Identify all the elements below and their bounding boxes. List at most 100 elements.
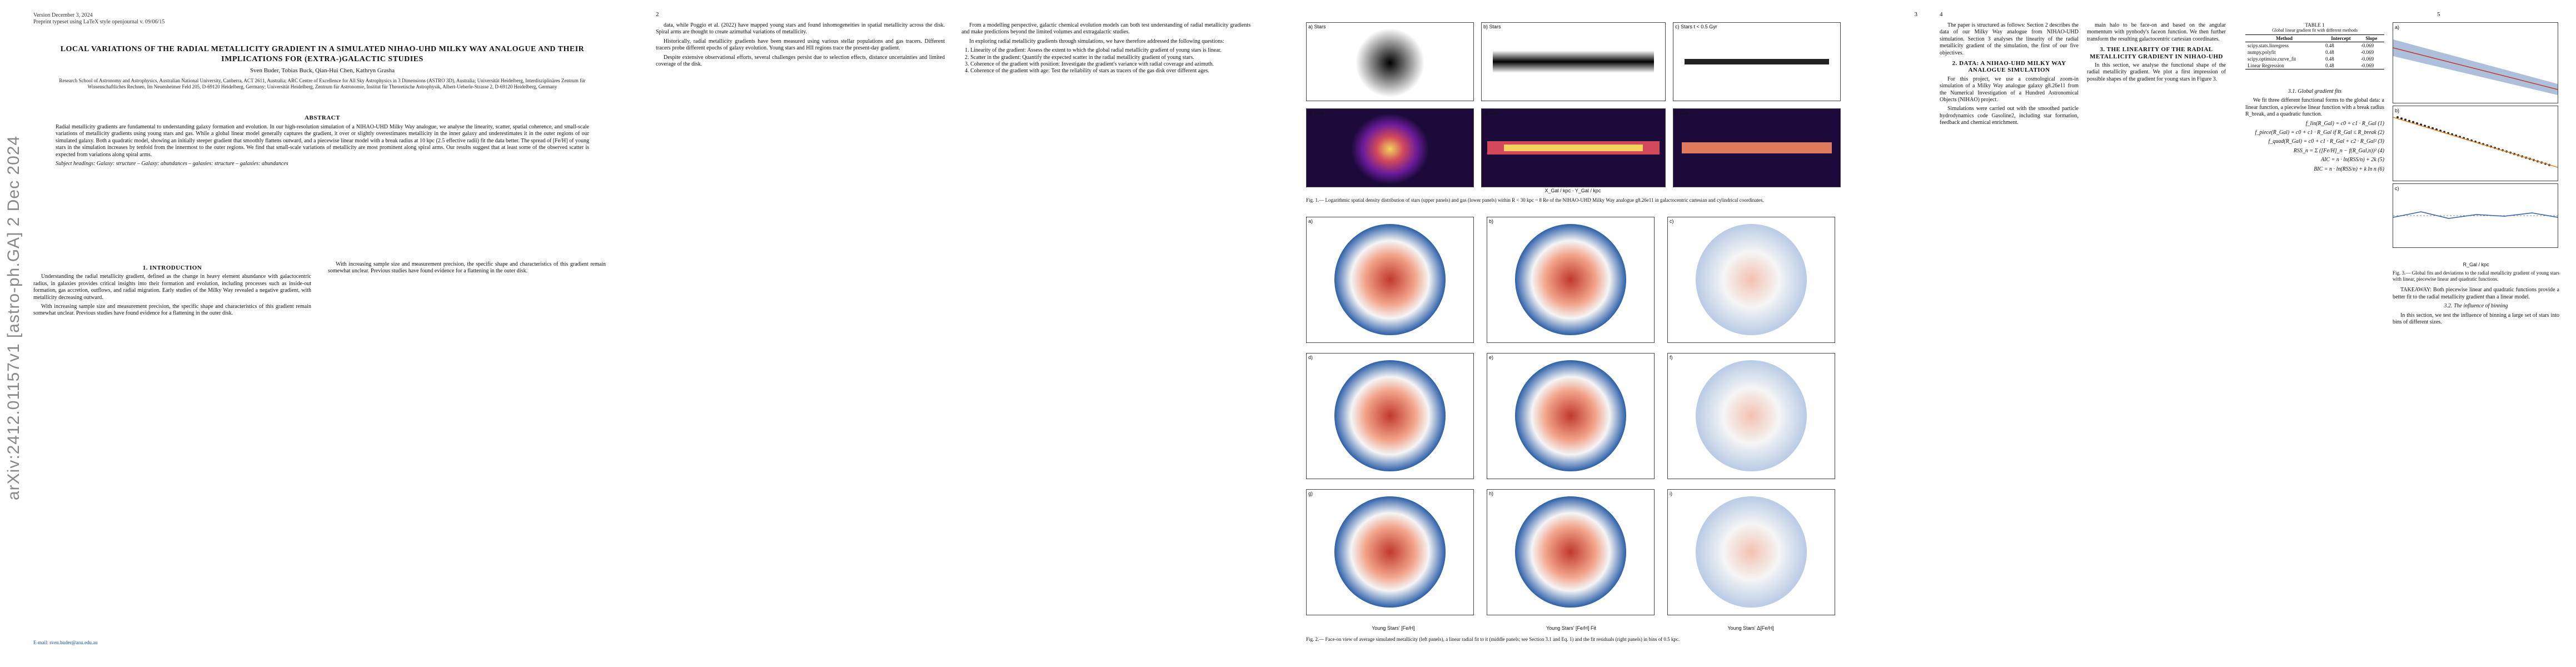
paper-title: LOCAL VARIATIONS OF THE RADIAL METALLICI… <box>60 45 585 63</box>
p4-paragraph-3: Simulations were carried out with the sm… <box>1940 106 2079 126</box>
fig1-panel-d: d) Gas <box>1306 108 1474 187</box>
intro-column-2: With increasing sample size and measurem… <box>328 261 606 277</box>
p4-paragraph-2: For this project, we use a cosmological … <box>1940 76 2079 103</box>
abstract-block: ABSTRACT Radial metallicity gradients ar… <box>56 111 589 168</box>
fig1-axis-labels: X_Gal / kpc · Y_Gal / kpc <box>1544 188 1601 193</box>
fig2-panel: b) <box>1487 217 1655 343</box>
section-3-2-heading: 3.2. The influence of binning <box>2444 303 2508 310</box>
table-row: numpy.polyfit 0.48 -0.069 <box>2245 49 2384 56</box>
colorbar-label: Young Stars' Δ[Fe/H] <box>1727 625 1774 631</box>
figure-3: a) b) c) <box>2393 22 2559 261</box>
section-3-heading: 3. THE LINEARITY OF THE RADIAL METALLICI… <box>2090 46 2223 60</box>
fig1-panel-b: b) Stars <box>1481 22 1666 101</box>
colorbar-label: Young Stars' [Fe/H] Fit <box>1546 625 1596 631</box>
fig1-panel-c: c) Stars t < 0.5 Gyr <box>1673 22 1841 101</box>
p2-paragraph-4: From a modelling perspective, galactic c… <box>961 22 1250 36</box>
p4-paragraph-4: main halo to be face-on and based on the… <box>2087 22 2226 42</box>
table-row: Linear Regression 0.48 -0.069 <box>2245 62 2384 69</box>
p5-paragraph-1: We fit three different functional forms … <box>2245 97 2384 118</box>
intro-heading: 1. INTRODUCTION <box>142 265 202 271</box>
fig2-panel: d) <box>1306 353 1474 479</box>
intro-cont-1: With increasing sample size and measurem… <box>328 261 606 275</box>
page4-column-1: The paper is structured as follows: Sect… <box>1940 22 2079 129</box>
equation-2: f_piece(R_Gal) = c0 + c1 · R_Gal if R_Ga… <box>2255 130 2384 136</box>
fig2-panel: i) <box>1667 489 1835 615</box>
takeaway-paragraph: TAKEAWAY: Both piecewise linear and quad… <box>2393 287 2559 300</box>
email-link[interactable]: E-mail: sven.buder@anu.edu.au <box>33 640 98 645</box>
page-number: 5 <box>2437 11 2440 18</box>
fig2-panel: g) <box>1306 489 1474 615</box>
p4-paragraph-5: In this section, we analyse the function… <box>2087 62 2226 82</box>
page-number: 4 <box>1940 11 1943 18</box>
fig3-axis-label: R_Gal / kpc <box>2463 262 2489 267</box>
page4-column-2: main halo to be face-on and based on the… <box>2087 22 2226 85</box>
equation-3: f_quad(R_Gal) = c0 + c1 · R_Gal + c2 · R… <box>2268 138 2384 145</box>
equation-1: f_lin(R_Gal) = c0 + c1 · R_Gal (1) <box>2305 120 2384 127</box>
fig3-panel: c) <box>2393 183 2558 248</box>
table-caption: Global linear gradient fit with differen… <box>2271 28 2358 33</box>
fig2-panel: e) <box>1487 353 1655 479</box>
objective-item: Coherence of the gradient with position:… <box>970 61 1250 68</box>
page5-column-1: 3.1. Global gradient fits We fit three d… <box>2245 86 2384 175</box>
objective-item: Scatter in the gradient: Quantify the ex… <box>970 54 1250 61</box>
table-cell: Linear Regression <box>2248 63 2284 68</box>
table-cell: -0.069 <box>2360 63 2374 68</box>
table-row: scipy.stats.linregress 0.48 -0.069 <box>2245 42 2384 49</box>
p2-paragraph-3: Despite extensive observational efforts,… <box>656 54 945 68</box>
p2-paragraph-5: In exploring radial metallicity gradient… <box>969 38 1224 44</box>
footnote: E-mail: sven.buder@anu.edu.au <box>33 639 311 646</box>
table-cell: 0.48 <box>2325 63 2334 68</box>
objective-item: Linearity of the gradient: Assess the ex… <box>970 47 1250 54</box>
subject-headings: Subject headings: Galaxy: structure – Ga… <box>56 161 288 167</box>
equation-6: BIC = n · ln(RSS/n) + k ln n (6) <box>2314 166 2384 172</box>
fig3-caption: Fig. 3.— Global fits and deviations to t… <box>2393 270 2559 282</box>
p2-paragraph-1: data, while Poggio et al. (2022) have ma… <box>656 22 945 36</box>
table-header: Slope <box>2365 36 2378 41</box>
version-line: Version December 3, 2024 <box>33 12 93 18</box>
table-title: TABLE 1 <box>2305 22 2325 28</box>
table-header: Intercept <box>2331 36 2351 41</box>
fig2-colorbar-labels: Young Stars' [Fe/H] Young Stars' [Fe/H] … <box>1306 625 1840 631</box>
objectives-list: Linearity of the gradient: Assess the ex… <box>970 47 1250 75</box>
preprint-header: Version December 3, 2024 Preprint typese… <box>33 12 165 26</box>
intro-paragraph-1: Understanding the radial metallicity gra… <box>33 273 311 301</box>
table-cell: -0.069 <box>2360 56 2374 62</box>
fig3-panel: b) <box>2393 106 2558 181</box>
section-2-heading: 2. DATA: A NIHAO-UHD MILKY WAY ANALOGUE … <box>1952 60 2066 74</box>
page2-column-2: From a modelling perspective, galactic c… <box>961 22 1250 75</box>
author-list: Sven Buder, Tobias Buck, Qian-Hui Chen, … <box>250 67 395 74</box>
abstract-heading: ABSTRACT <box>305 115 340 121</box>
arxiv-stamp: arXiv:2412.01157v1 [astro-ph.GA] 2 Dec 2… <box>4 135 23 500</box>
colorbar-label: Young Stars' [Fe/H] <box>1372 625 1415 631</box>
preprint-line: Preprint typeset using LaTeX style openj… <box>33 19 165 25</box>
p5-paragraph-2: In this section, we test the influence o… <box>2393 312 2559 326</box>
page-3: 3 a) Stars b) Stars c) Stars t < 0.5 Gyr… <box>1289 0 1929 667</box>
table-1: TABLE 1 Global linear gradient fit with … <box>2245 22 2384 69</box>
fig1-panel-a: a) Stars <box>1306 22 1474 101</box>
p4-paragraph-1: The paper is structured as follows: Sect… <box>1940 22 2079 56</box>
table-row: scipy.optimize.curve_fit 0.48 -0.069 <box>2245 56 2384 62</box>
p2-paragraph-2: Historically, radial metallicity gradien… <box>656 38 945 52</box>
page-4: 4 The paper is structured as follows: Se… <box>1934 0 2576 667</box>
page-2: 2 data, while Poggio et al. (2022) have … <box>645 0 1284 667</box>
section-3-1-heading: 3.1. Global gradient fits <box>2288 88 2342 94</box>
table-cell: scipy.stats.linregress <box>2248 43 2289 48</box>
abstract-text: Radial metallicity gradients are fundame… <box>56 123 589 158</box>
fig2-panel: a) <box>1306 217 1474 343</box>
fig2-panel: h) <box>1487 489 1655 615</box>
fig1-panel-f: f) Gas <box>1673 108 1841 187</box>
table-cell: 0.48 <box>2325 49 2334 55</box>
affiliations: Research School of Astronomy and Astroph… <box>59 78 586 89</box>
table-header: Method <box>2275 36 2293 41</box>
fig1-caption: Fig. 1.— Logarithmic spatial density dis… <box>1306 197 1764 203</box>
fig2-panel: c) <box>1667 217 1835 343</box>
equation-5: AIC = n · ln(RSS/n) + 2k (5) <box>2320 157 2384 163</box>
objective-item: Coherence of the gradient with age: Test… <box>970 68 1250 74</box>
fig1-panel-e: e) Gas <box>1481 108 1666 187</box>
page-1: Version December 3, 2024 Preprint typese… <box>0 0 639 667</box>
table-cell: numpy.polyfit <box>2248 49 2276 55</box>
intro-paragraph-2: With increasing sample size and measurem… <box>33 303 311 317</box>
table-cell: 0.48 <box>2325 56 2334 62</box>
fig3-panel: a) <box>2393 22 2558 103</box>
fig2-panel: f) <box>1667 353 1835 479</box>
